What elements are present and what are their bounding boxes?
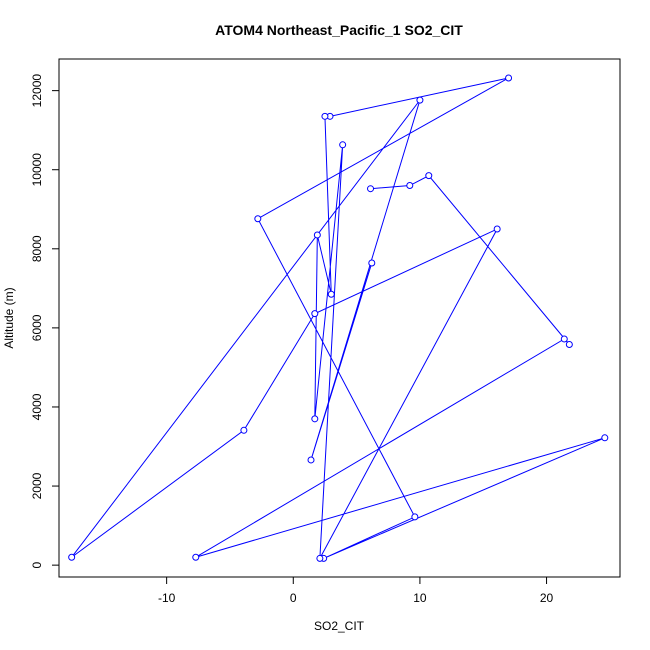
plot-frame: [58, 58, 621, 578]
y-axis: 0 2000 4000 6000 8000 10000 12000: [30, 74, 60, 568]
x-axis: -10 0 10 20: [158, 576, 554, 605]
data-point: [368, 259, 376, 267]
data-point: [307, 456, 315, 464]
data-point: [505, 74, 513, 82]
data-point: [311, 310, 319, 318]
data-point: [411, 513, 419, 521]
y-tick-label: 8000: [30, 235, 44, 262]
data-point: [416, 96, 424, 104]
x-tick-label: 20: [540, 591, 554, 605]
data-point: [425, 172, 433, 180]
x-tick-label: -10: [158, 591, 176, 605]
y-tick-label: 6000: [30, 314, 44, 341]
data-point: [565, 340, 573, 348]
x-axis-label: SO2_CIT: [314, 619, 365, 633]
y-tick-label: 4000: [30, 393, 44, 420]
y-axis-label: Altitude (m): [2, 287, 16, 348]
data-point: [254, 215, 262, 223]
data-point: [601, 434, 609, 442]
y-tick-label: 2000: [30, 472, 44, 499]
data-point: [321, 112, 329, 120]
data-point: [240, 426, 248, 434]
x-tick-label: 10: [413, 591, 427, 605]
data-point: [192, 553, 200, 561]
y-tick-label: 0: [30, 561, 44, 568]
chart-title: ATOM4 Northeast_Pacific_1 SO2_CIT: [215, 22, 463, 38]
data-point: [493, 225, 501, 233]
series-line: [71, 77, 606, 559]
data-point: [68, 553, 76, 561]
data-point: [339, 141, 347, 149]
data-point: [367, 185, 375, 193]
data-point: [406, 182, 414, 190]
y-tick-label: 10000: [30, 153, 44, 187]
series-group: [68, 74, 609, 562]
x-tick-label: 0: [290, 591, 297, 605]
y-tick-label: 12000: [30, 74, 44, 108]
data-point: [327, 290, 335, 298]
data-point: [313, 231, 321, 239]
data-point: [311, 415, 319, 423]
data-point: [560, 335, 568, 343]
data-point: [316, 554, 324, 562]
